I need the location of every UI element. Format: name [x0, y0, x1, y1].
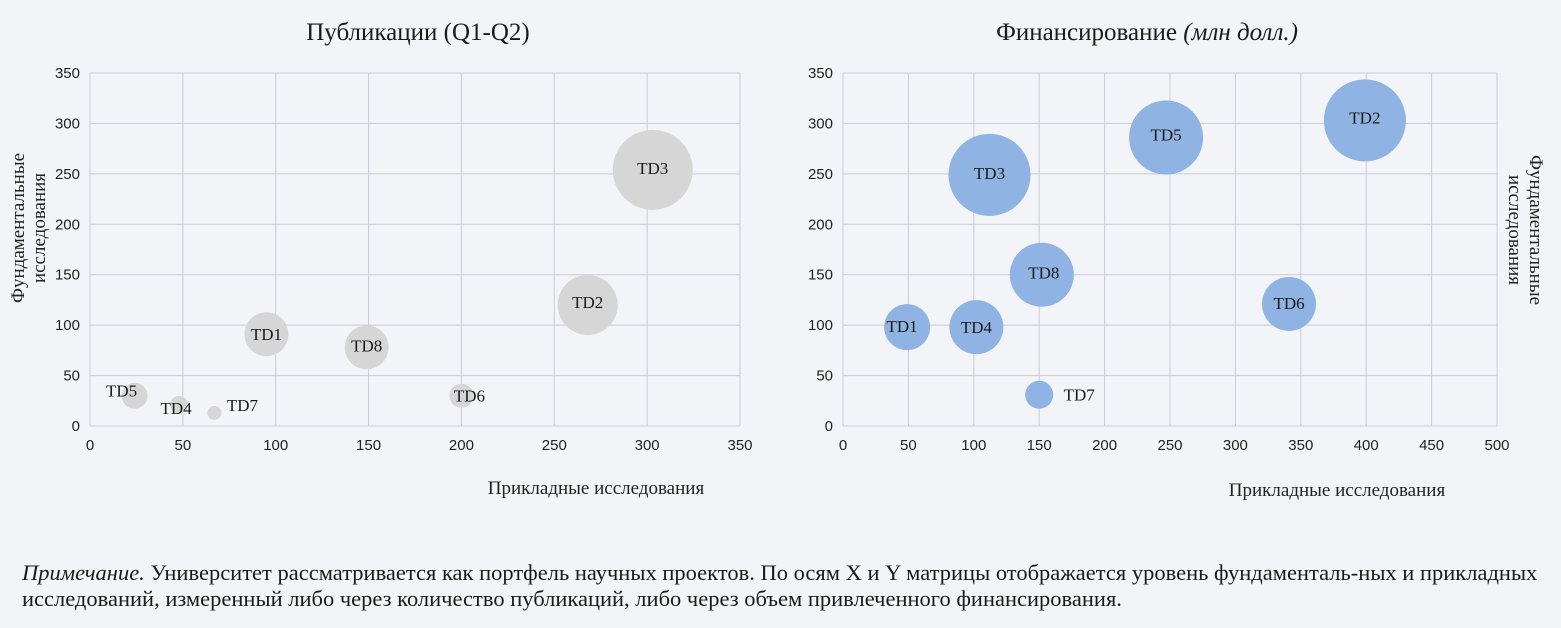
bubble-td2 — [1323, 79, 1406, 162]
note-text: Университет рассматривается как портфель… — [22, 560, 1538, 611]
y-tick-label: 350 — [808, 65, 833, 82]
y-axis-label: Фундаментальныеисследования — [8, 153, 50, 303]
bubble-td2 — [557, 274, 618, 335]
bubble-label-td6: TD6 — [1273, 294, 1304, 313]
bubble-label-td8: TD8 — [1028, 264, 1059, 283]
bubble-td8 — [1009, 242, 1074, 307]
x-tick-label: 100 — [961, 437, 986, 454]
y-tick-label: 150 — [808, 267, 833, 284]
bubble-td6 — [1262, 276, 1317, 331]
bubble-label-td4: TD4 — [961, 318, 993, 337]
bubble-label-td3: TD3 — [637, 159, 668, 178]
y-tick-label: 250 — [55, 166, 80, 183]
x-tick-label: 150 — [1027, 437, 1052, 454]
bubble-label-td5: TD5 — [1150, 126, 1181, 145]
bubble-label-td2: TD2 — [572, 293, 603, 312]
x-tick-label: 200 — [1092, 437, 1117, 454]
x-tick-label: 300 — [635, 437, 660, 454]
bubble-label-td3: TD3 — [974, 164, 1005, 183]
y-axis-label: Фундаментальныеисследования — [1504, 155, 1546, 305]
bubble-label-td1: TD1 — [251, 325, 282, 344]
x-tick-label: 350 — [1288, 437, 1313, 454]
x-axis-label: Прикладные исследования — [1229, 480, 1446, 501]
chart-title-2: Финансирование (млн долл.) — [996, 19, 1298, 46]
bubble-td6 — [449, 383, 474, 408]
bubble-td4 — [170, 395, 189, 414]
x-tick-label: 400 — [1354, 437, 1379, 454]
y-axis-label-line: исследования — [29, 173, 50, 283]
x-tick-label: 50 — [175, 437, 192, 454]
x-tick-label: 150 — [356, 437, 381, 454]
bubble-td8 — [344, 325, 389, 370]
bubble-label-td8: TD8 — [351, 336, 382, 355]
x-tick-label: 350 — [727, 437, 752, 454]
x-tick-label: 0 — [86, 437, 94, 454]
bubble-td3 — [612, 129, 693, 210]
y-axis-label-line: исследования — [1504, 175, 1525, 285]
bubble-td7 — [1025, 380, 1054, 409]
bubble-label-td7: TD7 — [1064, 386, 1096, 405]
x-tick-label: 250 — [1157, 437, 1182, 454]
y-tick-label: 0 — [825, 418, 833, 435]
x-axis-label: Прикладные исследования — [488, 478, 705, 499]
note-label: Примечание. — [22, 560, 145, 585]
y-tick-label: 100 — [808, 317, 833, 334]
bubble-label-td6: TD6 — [454, 387, 485, 406]
chart-title-unit: (млн долл.) — [1177, 19, 1298, 46]
y-tick-label: 100 — [55, 317, 80, 334]
bubble-td1 — [244, 312, 289, 357]
bubble-td4 — [949, 300, 1004, 355]
bubble-td5 — [1129, 100, 1204, 175]
y-tick-label: 200 — [808, 216, 833, 233]
x-tick-label: 500 — [1484, 437, 1509, 454]
bubble-label-td1: TD1 — [887, 317, 918, 336]
bubble-td3 — [948, 133, 1031, 216]
x-tick-label: 100 — [263, 437, 288, 454]
x-tick-label: 200 — [449, 437, 474, 454]
y-tick-label: 50 — [63, 368, 80, 385]
y-tick-label: 300 — [55, 115, 80, 132]
y-tick-label: 50 — [816, 368, 833, 385]
x-tick-label: 300 — [1223, 437, 1248, 454]
x-tick-label: 0 — [839, 437, 847, 454]
bubble-label-td2: TD2 — [1349, 108, 1380, 127]
y-axis-label-line: Фундаментальные — [1525, 155, 1546, 305]
y-tick-label: 300 — [808, 115, 833, 132]
bubble-charts: Публикации (Q1-Q2) 0 50 100 150 200 250 300 350 0… — [8, 19, 1546, 501]
x-tick-label: 450 — [1419, 437, 1444, 454]
x-tick-label: 50 — [900, 437, 917, 454]
x-tick-label: 250 — [542, 437, 567, 454]
bubble-label-td5: TD5 — [106, 382, 137, 401]
bubble-td7 — [207, 405, 222, 420]
y-tick-label: 0 — [72, 418, 80, 435]
bubble-td1 — [884, 304, 931, 351]
y-axis-label-line: Фундаментальные — [8, 153, 29, 303]
y-tick-label: 350 — [55, 65, 80, 82]
y-tick-label: 150 — [55, 267, 80, 284]
figure-note: Примечание. Университет рассматривается … — [22, 560, 1542, 612]
chart-title-1: Публикации (Q1-Q2) — [306, 19, 530, 46]
y-tick-label: 200 — [55, 216, 80, 233]
bubble-td5 — [121, 382, 148, 409]
bubble-label-td7: TD7 — [227, 396, 259, 415]
bubble-label-td4: TD4 — [161, 399, 193, 418]
y-tick-label: 250 — [808, 166, 833, 183]
